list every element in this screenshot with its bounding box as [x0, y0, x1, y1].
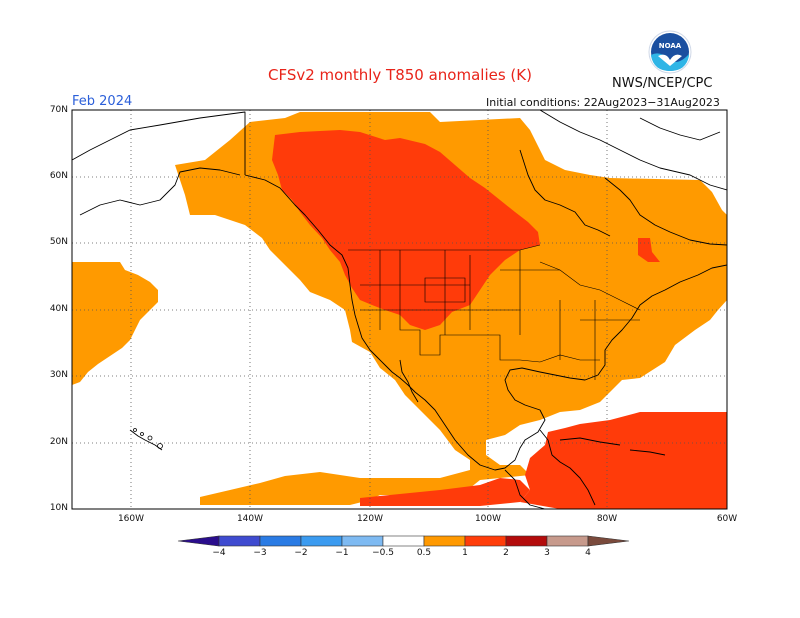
lat-label: 40N — [49, 304, 68, 314]
colorbar-tick-label: −0.5 — [372, 548, 394, 558]
anomaly-region-canada-west — [272, 130, 540, 330]
colorbar-swatch — [423, 535, 466, 547]
forecast-month: Feb 2024 — [72, 94, 133, 109]
lat-label: 20N — [49, 437, 68, 447]
colorbar-tick-label: 4 — [585, 548, 591, 558]
map-title: CFSv2 monthly T850 anomalies (K) — [268, 66, 532, 84]
colorbar-tick-label: −4 — [212, 548, 226, 558]
colorbar-swatch — [546, 535, 589, 547]
lat-label: 70N — [49, 105, 68, 115]
colorbar-tick-label: 0.5 — [416, 548, 432, 558]
colorbar-swatch — [218, 535, 261, 547]
colorbar-swatch — [259, 535, 302, 547]
colorbar-swatch — [382, 535, 425, 547]
colorbar-swatch — [341, 535, 384, 547]
lon-label: 120W — [356, 514, 384, 524]
colorbar-tick-label: 2 — [503, 548, 509, 558]
colorbar-tick-label: −1 — [335, 548, 349, 558]
lon-label: 80W — [596, 514, 618, 524]
colorbar-tick-label: 1 — [462, 548, 468, 558]
noaa-logo: NOAA — [648, 30, 692, 78]
anomaly-region-east-canada — [638, 238, 660, 262]
lon-label: 140W — [236, 514, 264, 524]
colorbar-swatch — [464, 535, 507, 547]
agency-label: NWS/NCEP/CPC — [612, 76, 713, 91]
coastlines — [72, 110, 727, 509]
lon-label: 160W — [117, 514, 145, 524]
colorbar-swatch — [177, 535, 220, 547]
lon-label: 60W — [716, 514, 738, 524]
colorbar — [177, 535, 630, 547]
state-borders — [348, 244, 641, 380]
lat-label: 10N — [49, 503, 68, 513]
colorbar-swatch — [587, 535, 630, 547]
colorbar-tick-label: 3 — [544, 548, 550, 558]
anomaly-region-caribbean — [520, 412, 727, 509]
colorbar-swatch — [300, 535, 343, 547]
lat-label: 30N — [49, 370, 68, 380]
colorbar-tick-label: −3 — [253, 548, 267, 558]
lat-label: 50N — [49, 237, 68, 247]
initial-conditions: Initial conditions: 22Aug2023−31Aug2023 — [486, 96, 720, 109]
colorbar-swatch — [505, 535, 548, 547]
colorbar-tick-label: −2 — [294, 548, 308, 558]
logo-text: NOAA — [659, 42, 682, 50]
hawaii-islands — [133, 428, 163, 449]
anomaly-region-pacific-south — [360, 478, 530, 506]
lon-label: 100W — [474, 514, 502, 524]
map-gridlines — [72, 110, 727, 509]
anomaly-region-pacific — [72, 262, 158, 385]
lat-label: 60N — [49, 171, 68, 181]
